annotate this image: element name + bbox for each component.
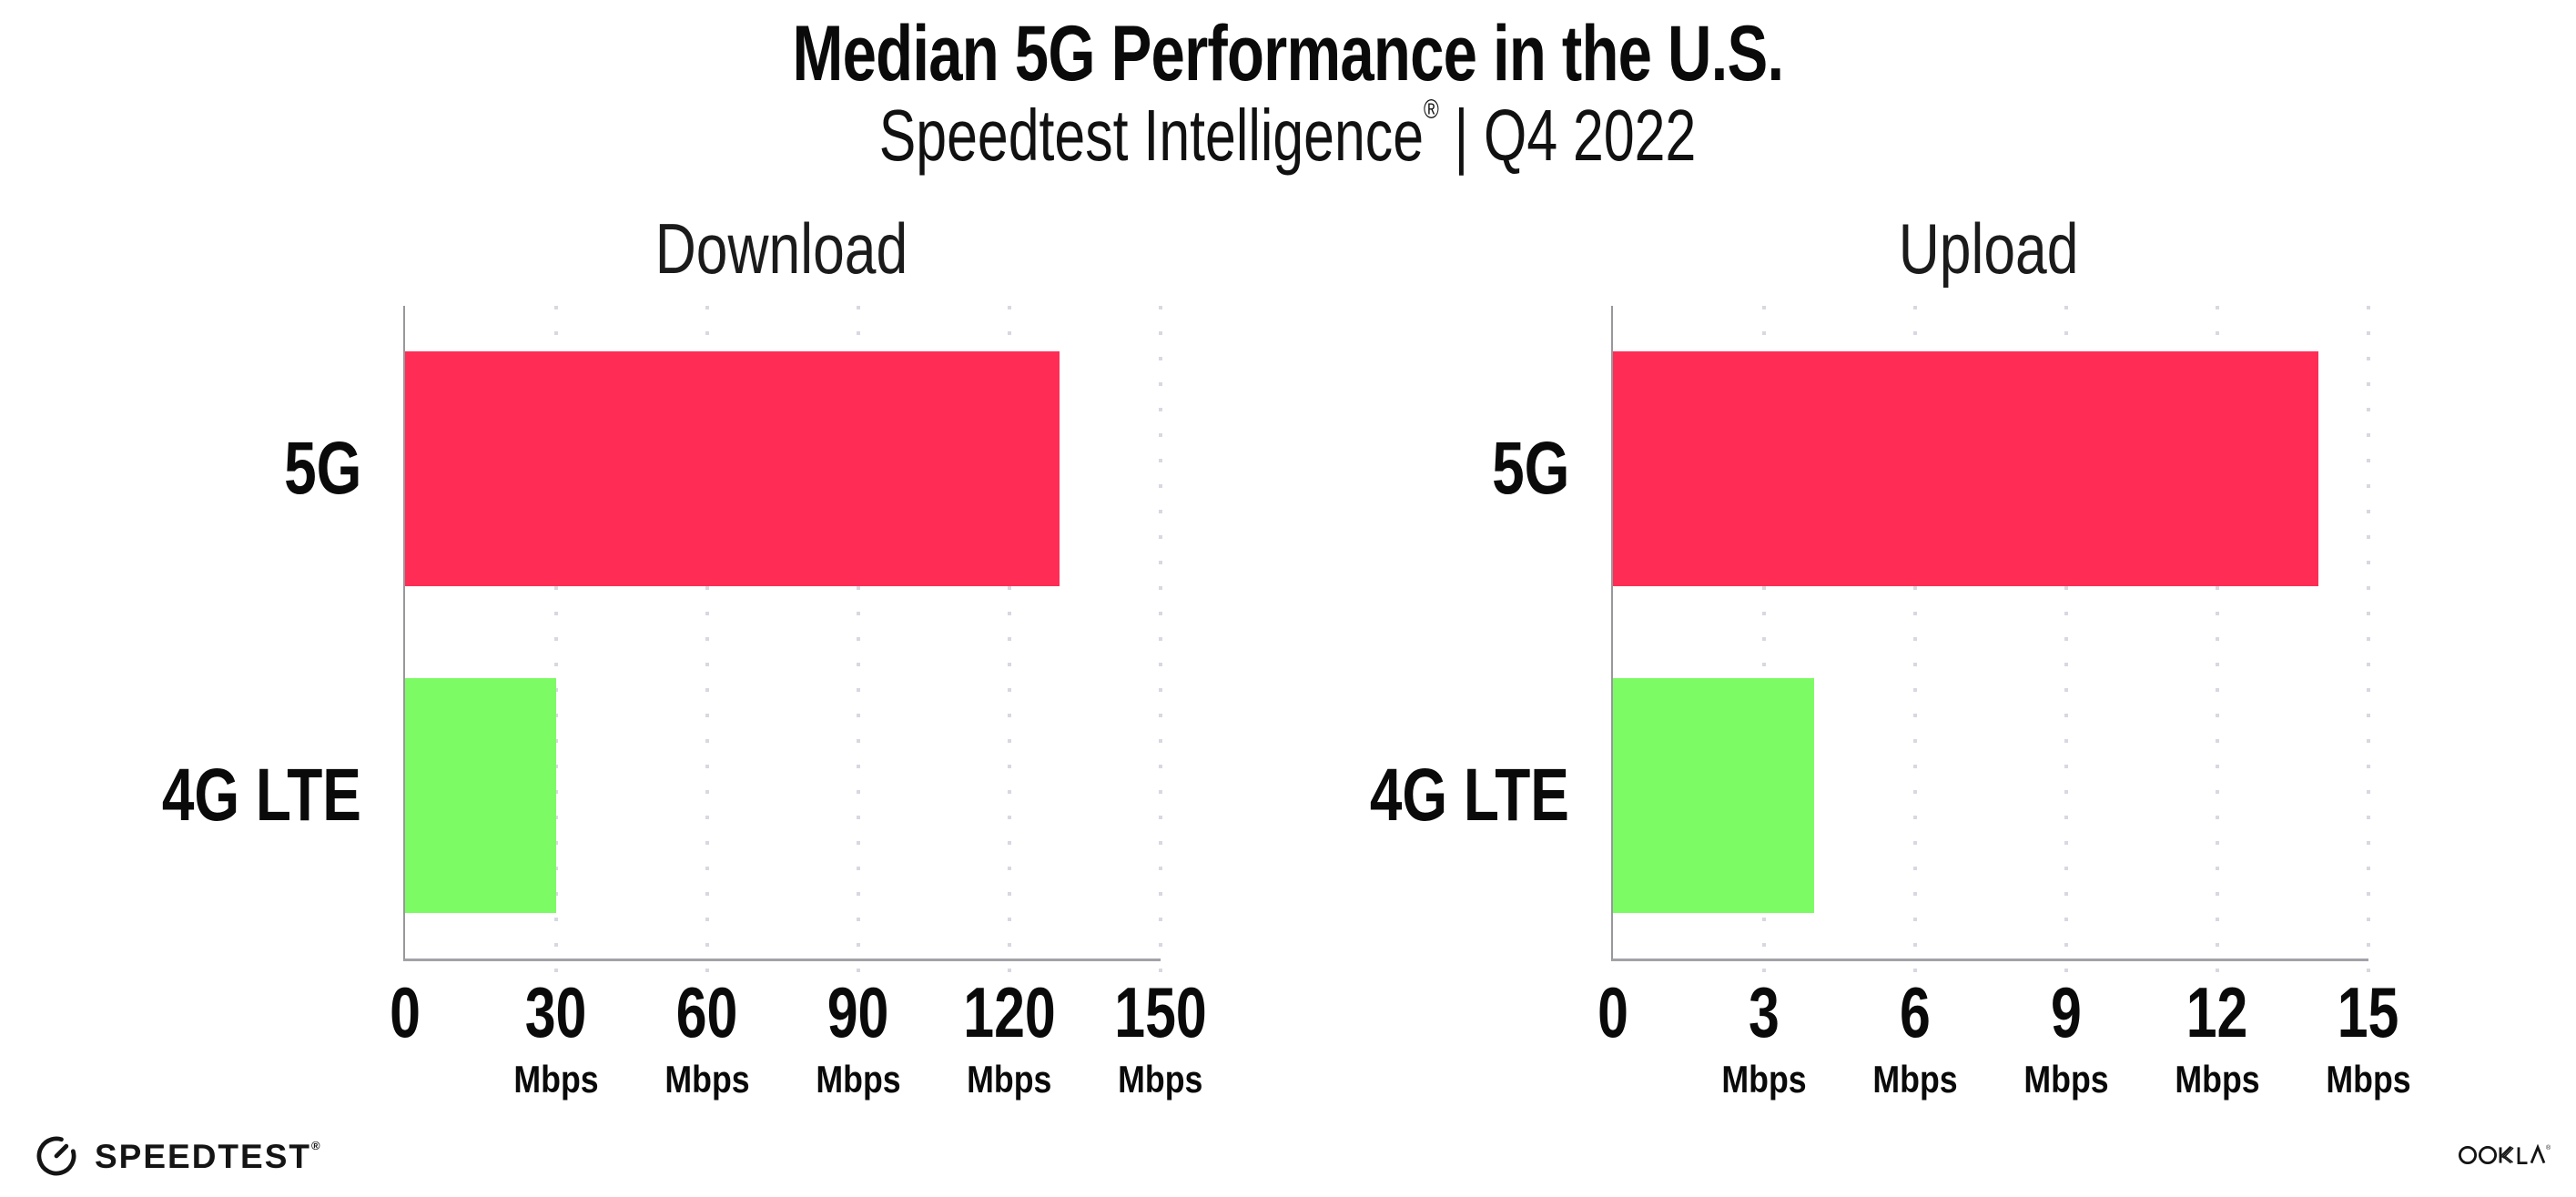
ookla-logo: ® [2458, 1140, 2552, 1172]
x-tick-unit: Mbps [1721, 1058, 1807, 1101]
bar-5g [1613, 351, 2318, 587]
speedtest-wordmark: SPEEDTEST® [95, 1137, 320, 1175]
x-tick-value: 120 [963, 972, 1056, 1052]
x-tick-value: 15 [2338, 972, 2399, 1052]
category-label-5g: 5G [1491, 427, 1569, 511]
speedtest-gauge-icon [36, 1136, 76, 1176]
x-tick-value: 0 [390, 972, 421, 1052]
category-label-5g: 5G [283, 427, 361, 511]
x-tick-0: 0 [1593, 977, 1632, 1048]
x-tick-60: 60 Mbps [657, 977, 757, 1099]
x-tick-value: 3 [1749, 972, 1780, 1052]
gridline-90 [857, 306, 860, 973]
category-label-4g-lte: 4G LTE [1369, 753, 1569, 837]
x-tick-30: 30 Mbps [506, 977, 606, 1099]
upload-chart-title: Upload [1899, 208, 2079, 289]
x-tick-unit: Mbps [664, 1058, 750, 1101]
gridline-60 [705, 306, 709, 973]
x-tick-value: 60 [676, 972, 738, 1052]
gridline-150 [1159, 306, 1162, 973]
x-tick-150: 150 Mbps [1101, 977, 1220, 1099]
gridline-9 [2064, 306, 2068, 973]
x-tick-unit: Mbps [1872, 1058, 1958, 1101]
x-tick-3: 3 Mbps [1714, 977, 1814, 1099]
x-tick-12: 12 Mbps [2167, 977, 2267, 1099]
gridline-120 [1008, 306, 1011, 973]
x-tick-value: 30 [525, 972, 587, 1052]
x-tick-value: 12 [2186, 972, 2248, 1052]
page-title: Median 5G Performance in the U.S. [0, 15, 2576, 93]
category-label-4g-lte: 4G LTE [161, 753, 361, 837]
x-tick-9: 9 Mbps [2016, 977, 2116, 1099]
gridline-12 [2216, 306, 2219, 973]
registered-mark: ® [1424, 95, 1440, 125]
x-tick-15: 15 Mbps [2318, 977, 2419, 1099]
gridline-30 [554, 306, 558, 973]
x-tick-value: 90 [827, 972, 889, 1052]
page-subtitle-text: Speedtest Intelligence® | Q4 2022 [879, 96, 1697, 172]
bar-4g-lte [405, 677, 556, 913]
speedtest-logo: SPEEDTEST® [33, 1132, 320, 1180]
x-tick-unit: Mbps [513, 1058, 599, 1101]
download-chart-title: Download [654, 208, 908, 289]
x-tick-value: 0 [1597, 972, 1628, 1052]
x-tick-6: 6 Mbps [1865, 977, 1965, 1099]
page-subtitle: Speedtest Intelligence® | Q4 2022 [0, 96, 2576, 172]
x-tick-unit: Mbps [2023, 1058, 2109, 1101]
x-tick-120: 120 Mbps [950, 977, 1069, 1099]
page-title-text: Median 5G Performance in the U.S. [792, 10, 1785, 97]
gridline-15 [2367, 306, 2370, 973]
gridline-6 [1913, 306, 1917, 973]
x-tick-unit: Mbps [816, 1058, 901, 1101]
x-tick-unit: Mbps [2326, 1058, 2411, 1101]
x-tick-value: 150 [1114, 972, 1207, 1052]
subtitle-brand: Speedtest Intelligence [879, 95, 1425, 176]
download-chart-plot: 5G 4G LTE 0 30 Mbps 60 Mbps 90 Mbps 120 Mbps 150 Mbp… [162, 306, 1207, 1099]
subtitle-period: Q4 2022 [1484, 95, 1697, 176]
subtitle-separator: | [1455, 95, 1469, 176]
bar-4g-lte [1613, 677, 1815, 913]
x-tick-value: 9 [2051, 972, 2082, 1052]
x-tick-unit: Mbps [967, 1058, 1052, 1101]
ookla-registered-mark: ® [2546, 1144, 2551, 1151]
bar-5g [405, 351, 1060, 587]
speedtest-registered-mark: ® [311, 1138, 320, 1152]
x-tick-0: 0 [385, 977, 424, 1048]
x-tick-unit: Mbps [1118, 1058, 1203, 1101]
x-tick-value: 6 [1900, 972, 1931, 1052]
gridline-3 [1762, 306, 1766, 973]
ookla-wordmark-icon: ® [2458, 1143, 2551, 1165]
x-tick-90: 90 Mbps [808, 977, 908, 1099]
x-tick-unit: Mbps [2175, 1058, 2260, 1101]
upload-chart-plot: 5G 4G LTE 0 3 Mbps 6 Mbps 9 Mbps 12 Mbps 15 Mbps [1370, 306, 2411, 1099]
